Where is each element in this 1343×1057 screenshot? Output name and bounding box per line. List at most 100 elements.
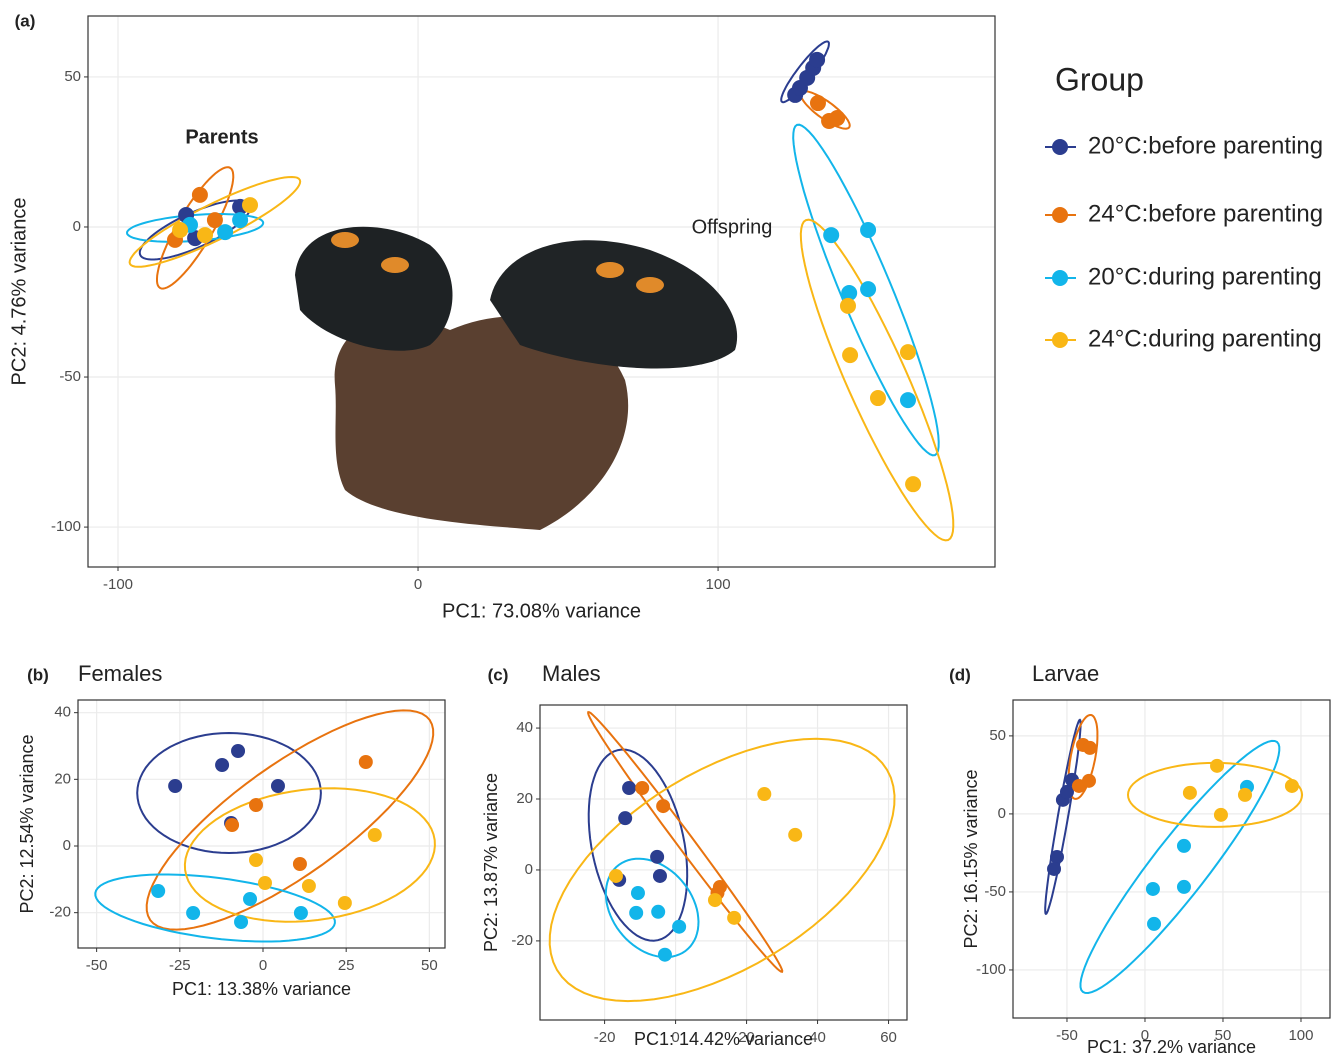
point xyxy=(1050,850,1064,864)
point xyxy=(1285,779,1299,793)
point xyxy=(217,224,233,240)
point xyxy=(294,906,308,920)
point xyxy=(629,906,643,920)
x-axis-label: PC1: 37.2% variance xyxy=(1087,1037,1256,1057)
illustration-spot xyxy=(636,277,664,293)
y-axis-label: PC2: 4.76% variance xyxy=(8,198,30,386)
point xyxy=(243,892,257,906)
x-tick-label: -25 xyxy=(169,957,191,974)
panel-title: Larvae xyxy=(1032,661,1099,686)
point xyxy=(1210,759,1224,773)
page: {"chart_data": [ {"type": "scatter", "pa… xyxy=(0,0,1343,1057)
figure: -100 0 100 -100 -50 0 50 PC1: 73.08% variance PC… xyxy=(0,0,1343,1057)
point xyxy=(271,779,285,793)
y-axis-label: PC2: 16.15% variance xyxy=(961,769,981,948)
point xyxy=(232,212,248,228)
x-axis-label: PC1: 73.08% variance xyxy=(442,600,641,622)
point xyxy=(656,799,670,813)
y-axis-label: PC2: 13.87% variance xyxy=(481,773,501,952)
point xyxy=(359,755,373,769)
panel-label: (c) xyxy=(488,665,509,684)
point xyxy=(242,197,258,213)
point xyxy=(618,811,632,825)
point xyxy=(1147,917,1161,931)
panel-label: (d) xyxy=(949,665,971,684)
point xyxy=(870,390,886,406)
point xyxy=(172,222,188,238)
y-tick-label: -20 xyxy=(49,904,71,921)
point xyxy=(860,222,876,238)
point xyxy=(788,828,802,842)
y-tick-label: 40 xyxy=(516,719,533,736)
y-tick-label: -100 xyxy=(51,518,81,535)
x-tick-label: 50 xyxy=(421,957,438,974)
point xyxy=(1083,741,1097,755)
point xyxy=(635,781,649,795)
x-tick-label: -20 xyxy=(594,1029,616,1046)
y-tick-label: 50 xyxy=(989,727,1006,744)
point xyxy=(650,850,664,864)
annotation: Offspring xyxy=(692,216,773,238)
point xyxy=(249,853,263,867)
y-tick-label: -50 xyxy=(59,368,81,385)
y-tick-label: 0 xyxy=(998,805,1006,822)
legend-label: 20°C:during parenting xyxy=(1088,263,1322,290)
x-tick-label: 25 xyxy=(338,957,355,974)
point xyxy=(1183,786,1197,800)
y-tick-label: 0 xyxy=(73,218,81,235)
legend-key-point xyxy=(1052,139,1068,155)
legend-key-point xyxy=(1052,207,1068,223)
point xyxy=(708,893,722,907)
x-tick-label: 0 xyxy=(259,957,267,974)
point xyxy=(672,920,686,934)
point xyxy=(1082,774,1096,788)
illustration-spot xyxy=(331,232,359,248)
point xyxy=(651,905,665,919)
point xyxy=(151,884,165,898)
point xyxy=(1177,880,1191,894)
x-tick-label: 0 xyxy=(414,576,422,593)
panel-label: (a) xyxy=(15,11,36,30)
point xyxy=(225,818,239,832)
legend-label: 24°C:before parenting xyxy=(1088,200,1323,227)
point xyxy=(840,298,856,314)
point xyxy=(842,347,858,363)
point xyxy=(302,879,316,893)
legend-key-point xyxy=(1052,270,1068,286)
point xyxy=(234,915,248,929)
illustration-spot xyxy=(596,262,624,278)
x-tick-label: -50 xyxy=(86,957,108,974)
legend-title: Group xyxy=(1055,61,1144,97)
point xyxy=(757,787,771,801)
point xyxy=(622,781,636,795)
y-tick-label: 0 xyxy=(63,837,71,854)
x-tick-label: -50 xyxy=(1056,1027,1078,1044)
panel-title: Females xyxy=(78,661,162,686)
x-tick-label: 100 xyxy=(1288,1027,1313,1044)
point xyxy=(338,896,352,910)
point xyxy=(631,886,645,900)
point xyxy=(1238,788,1252,802)
point xyxy=(860,281,876,297)
legend-key-point xyxy=(1052,332,1068,348)
point xyxy=(900,344,916,360)
point xyxy=(293,857,307,871)
y-tick-label: -50 xyxy=(984,883,1006,900)
point xyxy=(231,744,245,758)
point xyxy=(249,798,263,812)
point xyxy=(900,392,916,408)
point xyxy=(905,476,921,492)
x-tick-label: -100 xyxy=(103,576,133,593)
panel-label: (b) xyxy=(27,665,49,684)
annotation: Parents xyxy=(185,126,258,148)
point xyxy=(215,758,229,772)
x-tick-label: 60 xyxy=(880,1029,897,1046)
point xyxy=(829,110,845,126)
y-tick-label: -100 xyxy=(976,961,1006,978)
y-tick-label: 40 xyxy=(54,704,71,721)
point xyxy=(823,227,839,243)
point xyxy=(1146,882,1160,896)
point xyxy=(653,869,667,883)
legend-label: 24°C:during parenting xyxy=(1088,325,1322,352)
point xyxy=(192,187,208,203)
